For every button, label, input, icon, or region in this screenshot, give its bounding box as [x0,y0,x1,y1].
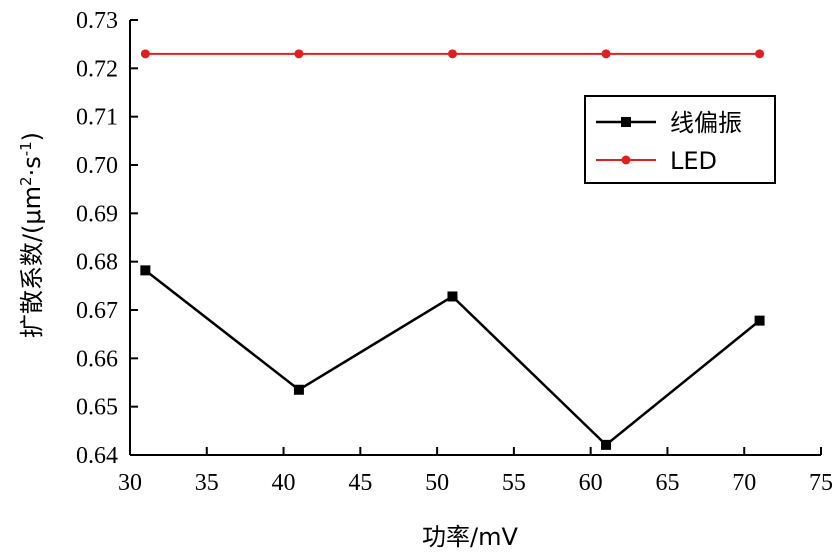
legend: 线偏振 LED [584,95,776,184]
series-layer [140,49,765,450]
data-point [755,49,765,59]
y-axis-title: 扩散系数/(μm2·s-1) [17,132,46,338]
series-2 [140,49,765,59]
y-tick-label: 0.69 [76,201,118,227]
y-axis-title-sup-2: -1 [17,141,35,156]
data-point [293,384,304,395]
y-tick-label: 0.65 [76,395,118,421]
y-tick-label: 0.64 [76,443,118,469]
x-tick-label: 40 [272,470,296,496]
legend-item-2: LED [596,147,717,175]
legend-label-2: LED [670,147,717,175]
y-axis-title-end: ) [18,132,46,141]
data-point [601,49,611,59]
x-tick-label: 75 [809,470,833,496]
y-axis-title-mid: ·s [18,156,46,176]
x-tick-label: 30 [118,470,142,496]
data-point [294,49,304,59]
y-tick-label: 0.67 [76,298,118,324]
series-1 [140,265,765,450]
x-axis-ticks: 30 35 40 45 50 55 60 65 70 75 [118,447,833,496]
y-axis-title-main: 扩散系数/(μm [18,186,46,338]
y-tick-label: 0.71 [76,105,118,131]
x-tick-label: 65 [655,470,679,496]
data-point [754,315,765,326]
x-axis-title: 功率/mV [422,523,518,551]
y-axis-ticks: 0.64 0.65 0.66 0.67 0.68 0.69 0.70 0.71 0.72 0.73 [76,8,138,469]
legend-marker-square [621,117,631,127]
data-point [447,49,457,59]
data-point [140,49,150,59]
x-tick-label: 35 [195,470,219,496]
legend-item-1: 线偏振 [596,109,742,137]
data-point [601,439,612,450]
y-tick-label: 0.66 [76,346,118,372]
x-tick-label: 45 [348,470,372,496]
y-tick-label: 0.73 [76,8,118,34]
axes [129,20,821,456]
x-tick-label: 60 [579,470,603,496]
legend-box [584,95,776,184]
x-tick-label: 55 [502,470,526,496]
y-tick-label: 0.72 [76,56,118,82]
x-tick-label: 50 [425,470,449,496]
y-tick-label: 0.68 [76,250,118,276]
y-tick-label: 0.70 [76,153,118,179]
data-point [140,265,151,276]
legend-marker-circle [621,155,631,165]
data-point [447,291,458,302]
y-axis-title-sup-1: 2 [17,176,35,186]
legend-label-1: 线偏振 [670,109,742,137]
x-tick-label: 70 [732,470,756,496]
